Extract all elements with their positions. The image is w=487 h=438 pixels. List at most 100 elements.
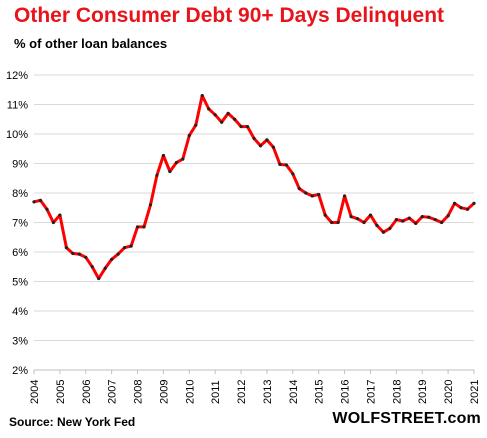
data-point	[401, 219, 405, 223]
data-point	[362, 220, 366, 225]
data-point	[349, 215, 353, 219]
data-point	[278, 162, 282, 166]
data-point	[330, 220, 334, 225]
data-point	[381, 230, 386, 234]
x-tick-label: 2013	[262, 380, 274, 404]
data-point	[97, 276, 101, 281]
data-point	[452, 201, 457, 205]
x-axis-ticks: 2004 2005 2006 2007 2008 2009 2010 2011 2012 2013…	[29, 370, 481, 404]
x-tick-label: 2010	[184, 380, 196, 404]
data-point	[129, 244, 133, 248]
data-point	[336, 220, 340, 225]
x-tick-label: 2009	[158, 380, 170, 404]
data-point	[239, 125, 243, 129]
x-tick-label: 2012	[236, 380, 248, 404]
data-point	[58, 213, 62, 217]
series-markers	[32, 94, 476, 281]
data-point	[284, 163, 288, 167]
x-tick-label: 2011	[210, 380, 222, 404]
data-point	[135, 225, 140, 229]
x-tick-label: 2008	[133, 380, 145, 404]
data-point	[317, 192, 321, 197]
data-point	[323, 213, 327, 217]
data-point	[194, 123, 198, 127]
data-point	[174, 161, 178, 165]
data-point	[355, 217, 360, 221]
chart-title: Other Consumer Debt 90+ Days Delinquent	[14, 4, 445, 27]
y-tick-label: 11%	[7, 100, 28, 112]
data-point	[252, 136, 256, 141]
y-tick-label: 4%	[12, 306, 28, 318]
x-tick-label: 2015	[314, 380, 326, 404]
brand-logo-text: WOLFSTREET.com	[332, 410, 481, 427]
data-point	[232, 117, 237, 121]
x-tick-label: 2007	[107, 380, 119, 404]
y-axis-ticks: 2% 3% 4% 5% 6% 7% 8% 9% 10% 11% 12%	[6, 70, 28, 377]
data-point	[71, 251, 75, 256]
data-point	[103, 266, 107, 270]
data-point	[51, 220, 56, 225]
data-point	[45, 207, 49, 211]
data-point	[64, 245, 68, 250]
y-tick-label: 6%	[12, 247, 28, 259]
data-point	[161, 153, 166, 158]
data-point	[110, 257, 114, 261]
data-point	[446, 214, 450, 218]
y-tick-label: 7%	[12, 218, 28, 230]
y-tick-label: 2%	[12, 365, 28, 377]
x-tick-label: 2006	[81, 380, 93, 404]
data-point	[116, 252, 120, 256]
data-point	[32, 200, 36, 204]
data-point	[207, 107, 211, 111]
data-point	[90, 265, 94, 269]
data-point	[465, 207, 470, 211]
data-point	[297, 186, 301, 191]
data-point	[375, 223, 379, 228]
y-tick-label: 10%	[6, 129, 28, 141]
data-point	[420, 215, 424, 219]
data-point	[258, 144, 263, 148]
data-point	[304, 191, 308, 195]
data-point	[142, 225, 146, 229]
y-tick-label: 8%	[12, 188, 28, 200]
series-line	[33, 94, 476, 281]
source-note: Source: New York Fed	[9, 415, 136, 429]
data-point	[226, 111, 230, 115]
data-point	[459, 206, 463, 210]
data-point	[291, 172, 295, 176]
data-point	[407, 216, 411, 220]
data-point	[427, 215, 431, 219]
data-point	[245, 125, 250, 129]
data-point	[342, 194, 347, 198]
data-point	[122, 245, 127, 250]
y-tick-label: 9%	[12, 159, 28, 171]
data-point	[220, 120, 224, 124]
x-tick-label: 2017	[365, 380, 377, 404]
data-point	[414, 221, 418, 225]
data-point	[440, 220, 444, 225]
data-point	[84, 255, 88, 259]
x-tick-label: 2014	[288, 380, 300, 404]
y-tick-label: 12%	[6, 70, 28, 82]
x-tick-label: 2018	[391, 380, 403, 404]
data-point	[213, 113, 217, 117]
data-point	[271, 145, 276, 149]
chart-subtitle: % of other loan balances	[14, 36, 168, 51]
x-tick-label: 2021	[469, 380, 481, 404]
x-tick-label: 2005	[55, 380, 67, 404]
data-point	[388, 226, 392, 230]
data-point	[38, 198, 43, 202]
data-point	[368, 213, 373, 217]
data-point	[148, 203, 153, 207]
y-tick-label: 3%	[12, 336, 28, 348]
data-point	[187, 133, 191, 138]
x-tick-label: 2016	[340, 380, 352, 404]
data-point	[265, 138, 269, 142]
x-tick-label: 2019	[417, 380, 429, 404]
x-tick-label: 2020	[443, 380, 455, 404]
x-tick-label: 2004	[29, 380, 41, 404]
data-point	[168, 169, 172, 174]
data-point	[472, 201, 476, 205]
data-point	[200, 94, 204, 98]
